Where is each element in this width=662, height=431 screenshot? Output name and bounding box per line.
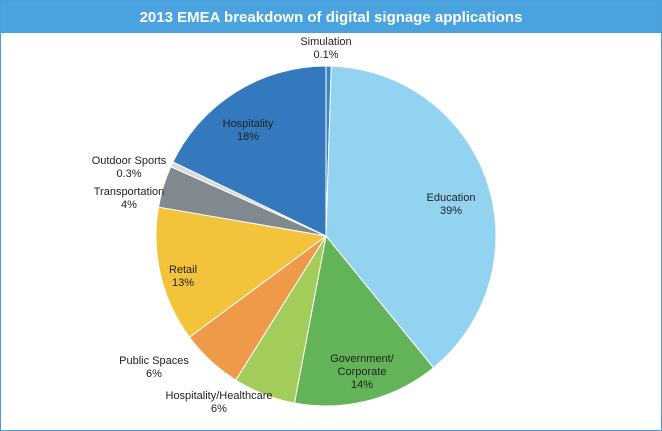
slice-label: Public Spaces 6%: [119, 355, 189, 380]
pie-slice-retail: [155, 206, 328, 338]
pie-slice-hospitality: [172, 65, 327, 237]
pie-slice-government: [293, 234, 435, 407]
slice-label: Simulation 0.1%: [300, 36, 351, 61]
slice-label: Hospitality 18%: [223, 118, 274, 143]
chart-title-bar: 2013 EMEA breakdown of digital signage a…: [1, 1, 661, 33]
slice-label: Education 39%: [427, 192, 476, 217]
slice-label: Hospitality/Healthcare 6%: [166, 390, 273, 415]
slice-label: Outdoor Sports 0.3%: [92, 155, 167, 180]
slice-label: Retail 13%: [169, 264, 197, 289]
chart-title: 2013 EMEA breakdown of digital signage a…: [139, 8, 523, 26]
pie-slice-education: [325, 65, 497, 369]
slice-label: Government/Corporate 14%: [330, 353, 395, 391]
slice-label: Transportation 4%: [94, 186, 165, 211]
